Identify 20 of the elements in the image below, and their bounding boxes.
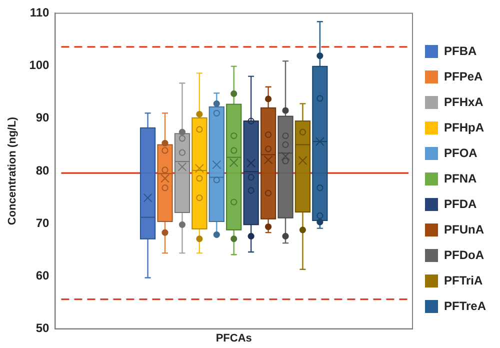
legend-label: PFPeA [444,69,483,84]
y-tick-label: 90 [36,110,50,125]
legend-label: PFHxA [444,94,484,109]
y-tick-label: 50 [36,321,50,336]
y-axis-title: Concentration (ng/L) [6,116,19,226]
legend-label: PFTreA [444,298,486,313]
y-tick-label: 70 [36,216,50,230]
legend-label: PFTriA [444,273,483,288]
y-tick-label: 80 [36,163,50,178]
legend-label: PFHpA [444,120,484,134]
legend-label: PFUnA [444,222,484,236]
legend-label: PFBA [444,44,477,58]
y-tick-label: 110 [30,6,50,20]
legend-label: PFNA [444,171,477,186]
x-tick-label: PFCAs [216,332,252,344]
legend-label: PFDA [444,196,477,211]
y-tick-label: 60 [36,268,50,283]
legend-label: PFOA [444,146,478,160]
legend-label: PFDoA [444,248,484,262]
y-tick-label: 100 [29,58,50,72]
